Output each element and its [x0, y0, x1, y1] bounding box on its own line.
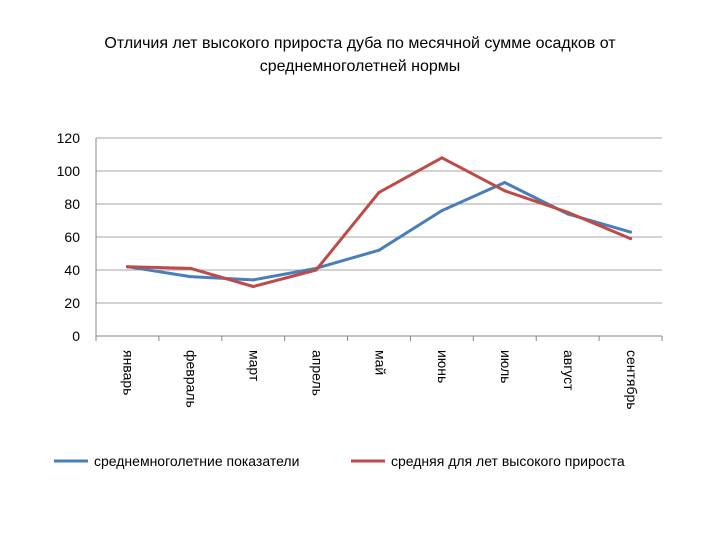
x-tick-label: июль [498, 350, 514, 383]
data-point-series-2 [188, 266, 192, 270]
chart-title-line-2: среднемноголетней нормы [259, 58, 461, 75]
x-axis-ticks: январь февраль март апрель май июнь июль август… [121, 350, 640, 410]
y-tick-label: 100 [57, 163, 81, 179]
x-tick-label: апрель [309, 350, 325, 396]
data-point-series-1 [188, 275, 192, 279]
legend-label-2: средняя для лет высокого прироста [391, 453, 625, 469]
legend: среднемноголетние показатели средняя для … [54, 453, 625, 469]
x-tick-label: август [561, 350, 577, 391]
legend-label-1: среднемноголетние показатели [94, 453, 299, 469]
data-point-series-2 [629, 237, 633, 241]
data-point-series-1 [251, 278, 255, 282]
x-tick-label: июнь [435, 350, 451, 383]
data-point-series-2 [566, 210, 570, 214]
y-axis-ticks: 0 20 40 60 80 100 120 [57, 130, 81, 344]
data-point-series-1 [377, 248, 381, 252]
series-lines [125, 156, 633, 288]
data-point-series-2 [503, 189, 507, 193]
data-point-series-2 [125, 265, 129, 269]
x-tick-label: сентябрь [624, 350, 640, 410]
y-tick-label: 40 [64, 262, 80, 278]
data-point-series-2 [251, 285, 255, 288]
chart-title: Отличия лет высокого прироста дуба по ме… [40, 32, 680, 78]
x-tick-label: январь [121, 350, 137, 395]
gridlines [96, 137, 662, 304]
data-point-series-2 [377, 190, 381, 194]
data-point-series-1 [629, 230, 633, 234]
data-point-series-2 [440, 156, 444, 160]
data-point-series-1 [503, 181, 507, 185]
y-tick-label: 80 [64, 196, 80, 212]
y-tick-label: 120 [57, 130, 81, 146]
x-tick-label: февраль [184, 350, 200, 408]
series-line-2 [125, 156, 633, 288]
y-tick-label: 0 [72, 328, 80, 344]
axes [95, 138, 663, 341]
series-line-1 [125, 181, 633, 282]
x-tick-label: март [247, 350, 263, 382]
chart-title-line-1: Отличия лет высокого прироста дуба по ме… [104, 35, 616, 52]
y-tick-label: 60 [64, 229, 80, 245]
data-point-series-2 [314, 268, 318, 272]
x-tick-label: май [372, 350, 388, 375]
y-tick-label: 20 [64, 295, 80, 311]
data-point-series-1 [440, 209, 444, 213]
